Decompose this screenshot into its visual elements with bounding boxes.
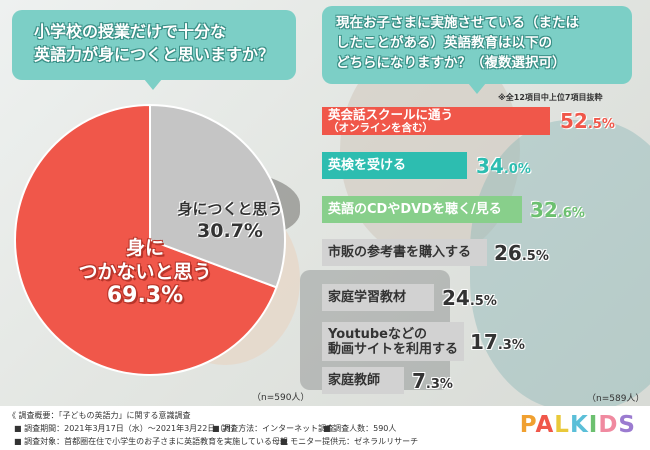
bar-value-int-3: 26 — [494, 241, 522, 265]
question-bubble-left — [12, 10, 296, 80]
bar-value-dec-0: .5% — [587, 117, 615, 132]
bar-label-youtube: Youtubeなどの 動画サイトを利用する — [328, 327, 458, 357]
footer-survey-count: ■ 調査人数：590人 — [323, 424, 397, 433]
logo-letter: A — [535, 412, 555, 438]
pie-slice-not-acquire — [14, 103, 278, 376]
pie-label-acquire-line1: 身につくと思う — [177, 200, 283, 218]
logo-letter: D — [598, 412, 619, 438]
question-right-line3: どちらになりますか？（複数選択可） — [336, 55, 566, 71]
bar-label-tutor: 家庭教師 — [328, 373, 381, 388]
bar-value-int-5: 17 — [470, 330, 498, 354]
bar-value-int-1: 34 — [476, 154, 504, 178]
bar-cd-dvd — [322, 196, 522, 223]
question-left-line1: 小学校の授業だけで十分な — [34, 22, 227, 41]
bar-value-tutor: 7.3% — [412, 369, 453, 393]
bar-value-eikaiwa-school: 52.5% — [560, 109, 615, 133]
logo-letter: L — [554, 412, 570, 438]
footer-survey-title: 《 調査概要：「子どもの英語力」に関する意識調査 — [8, 411, 191, 420]
bar-value-dec-2: .6% — [557, 206, 585, 221]
question-bubble-left-tail — [144, 79, 162, 90]
bar-value-int-2: 32 — [530, 198, 558, 222]
bar-reference-book — [322, 239, 487, 266]
bar-label-eikaiwa-line2: （オンラインを含む） — [328, 122, 433, 134]
pie-label-not-acquire: 身に つかないと思う 69.3% — [55, 236, 235, 308]
question-right-line1: 現在お子さまに実施させている（または — [336, 15, 579, 31]
bar-home-study — [322, 284, 434, 311]
bar-value-dec-3: .5% — [521, 249, 549, 264]
footer-survey-method: ■ 調査方法：インターネット調査 — [212, 424, 335, 433]
bar-tutor — [322, 367, 404, 394]
bar-value-int-6: 7 — [412, 369, 426, 393]
pie-label-not-acquire-line1: 身に — [125, 237, 164, 259]
bar-eiken — [322, 152, 467, 179]
question-left-line2: 英語力が身につくと思いますか？ — [34, 45, 275, 64]
bar-label-eikaiwa-school: 英会話スクールに通う （オンラインを含む） — [328, 107, 453, 135]
question-bubble-right — [322, 6, 632, 84]
bar-label-cd-dvd: 英語のCDやDVDを聴く/見る — [328, 202, 502, 217]
bar-label-youtube-line2: 動画サイトを利用する — [328, 342, 459, 357]
bar-value-cd-dvd: 32.6% — [530, 198, 585, 222]
bar-value-dec-6: .3% — [425, 377, 453, 392]
bar-value-int-4: 24 — [442, 286, 470, 310]
bar-label-home-study: 家庭学習教材 — [328, 290, 407, 305]
bar-value-youtube: 17.3% — [470, 330, 525, 354]
logo-letter: S — [618, 412, 636, 438]
bar-value-eiken: 34.0% — [476, 154, 531, 178]
bar-label-reference-book: 市販の参考書を購入する — [328, 245, 472, 260]
logo-letter: K — [569, 412, 589, 438]
bar-label-eikaiwa-line1: 英会話スクールに通う — [328, 107, 454, 122]
pie-label-not-acquire-line2: つかないと思う — [78, 261, 212, 283]
bar-value-dec-5: .3% — [497, 338, 525, 353]
footer-survey-target: ■ 調査対象：首都圏在住で小学生のお子さまに英語教育を実施している母親 — [14, 437, 288, 446]
bar-value-int-0: 52 — [560, 109, 588, 133]
question-right-line2: したことがある）英語教育は以下の — [336, 35, 552, 51]
palkids-logo: PALKIDS — [520, 412, 636, 438]
background-photo-mother — [470, 120, 650, 410]
bar-label-youtube-line1: Youtubeなどの — [328, 327, 427, 342]
pie-value-not-acquire: 69.3% — [106, 283, 184, 308]
footer — [0, 406, 650, 450]
question-bubble-right-tail — [468, 83, 486, 94]
footer-monitor-provider: ■ モニター提供元：ゼネラルリサーチ — [280, 437, 419, 446]
sample-size-right: （n=589人） — [587, 394, 645, 404]
note-top-items: ※全12項目中上位7項目抜粋 — [498, 93, 603, 102]
logo-letter: P — [519, 412, 536, 438]
logo-letter: I — [588, 412, 599, 438]
bar-value-reference-book: 26.5% — [494, 241, 549, 265]
bar-label-eiken: 英検を受ける — [328, 158, 407, 173]
bar-value-home-study: 24.5% — [442, 286, 497, 310]
bar-value-dec-1: .0% — [503, 162, 531, 177]
pie-value-acquire: 30.7% — [197, 220, 263, 242]
pie-slice-acquire — [149, 103, 286, 289]
bar-youtube — [322, 322, 464, 361]
bar-value-dec-4: .5% — [469, 294, 497, 309]
footer-survey-period: ■ 調査期間：2021年3月17日（水）〜2021年3月22日（月） — [14, 424, 240, 433]
pie-label-acquire: 身につくと思う 30.7% — [160, 198, 300, 242]
bar-eikaiwa-school — [322, 107, 550, 135]
sample-size-left: （n=590人） — [252, 393, 310, 403]
